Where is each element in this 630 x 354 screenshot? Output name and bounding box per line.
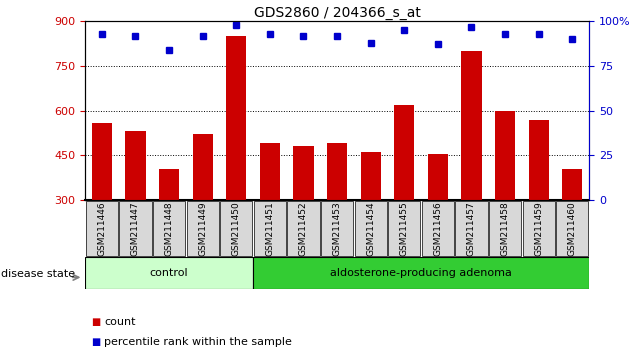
Bar xyxy=(260,143,280,200)
Text: control: control xyxy=(150,268,188,278)
Text: GSM211453: GSM211453 xyxy=(333,201,341,256)
FancyBboxPatch shape xyxy=(522,201,555,256)
Text: GSM211455: GSM211455 xyxy=(400,201,409,256)
Bar xyxy=(92,122,112,200)
Bar xyxy=(193,135,213,200)
Bar xyxy=(495,110,515,200)
Text: GSM211456: GSM211456 xyxy=(433,201,442,256)
FancyBboxPatch shape xyxy=(85,257,253,289)
Text: GSM211457: GSM211457 xyxy=(467,201,476,256)
Bar xyxy=(125,131,146,200)
Bar xyxy=(394,105,415,200)
Text: GSM211458: GSM211458 xyxy=(501,201,510,256)
Text: ■: ■ xyxy=(91,337,101,347)
FancyBboxPatch shape xyxy=(119,201,152,256)
Bar xyxy=(360,152,381,200)
Bar xyxy=(461,51,481,200)
Bar xyxy=(327,143,347,200)
Text: GSM211460: GSM211460 xyxy=(568,201,576,256)
Text: GSM211452: GSM211452 xyxy=(299,201,308,256)
Text: aldosterone-producing adenoma: aldosterone-producing adenoma xyxy=(330,268,512,278)
FancyBboxPatch shape xyxy=(489,201,521,256)
Bar xyxy=(294,147,314,200)
Text: GSM211454: GSM211454 xyxy=(366,201,375,256)
Text: GSM211449: GSM211449 xyxy=(198,201,207,256)
Text: GSM211459: GSM211459 xyxy=(534,201,543,256)
Text: ■: ■ xyxy=(91,317,101,327)
FancyBboxPatch shape xyxy=(254,201,286,256)
Text: disease state: disease state xyxy=(1,269,76,279)
FancyBboxPatch shape xyxy=(220,201,253,256)
FancyBboxPatch shape xyxy=(153,201,185,256)
FancyBboxPatch shape xyxy=(287,201,319,256)
FancyBboxPatch shape xyxy=(186,201,219,256)
FancyBboxPatch shape xyxy=(556,201,588,256)
FancyBboxPatch shape xyxy=(455,201,488,256)
Text: percentile rank within the sample: percentile rank within the sample xyxy=(104,337,292,347)
Text: GSM211451: GSM211451 xyxy=(265,201,274,256)
FancyBboxPatch shape xyxy=(388,201,420,256)
FancyBboxPatch shape xyxy=(86,201,118,256)
Text: count: count xyxy=(104,317,135,327)
FancyBboxPatch shape xyxy=(321,201,353,256)
Bar xyxy=(428,154,448,200)
FancyBboxPatch shape xyxy=(253,257,589,289)
Title: GDS2860 / 204366_s_at: GDS2860 / 204366_s_at xyxy=(254,6,420,20)
Text: GSM211448: GSM211448 xyxy=(164,201,173,256)
FancyBboxPatch shape xyxy=(421,201,454,256)
Text: GSM211446: GSM211446 xyxy=(98,201,106,256)
Bar xyxy=(159,169,179,200)
FancyBboxPatch shape xyxy=(355,201,387,256)
Text: GSM211450: GSM211450 xyxy=(232,201,241,256)
Bar xyxy=(562,169,582,200)
Bar xyxy=(529,120,549,200)
Text: GSM211447: GSM211447 xyxy=(131,201,140,256)
Bar xyxy=(226,36,246,200)
